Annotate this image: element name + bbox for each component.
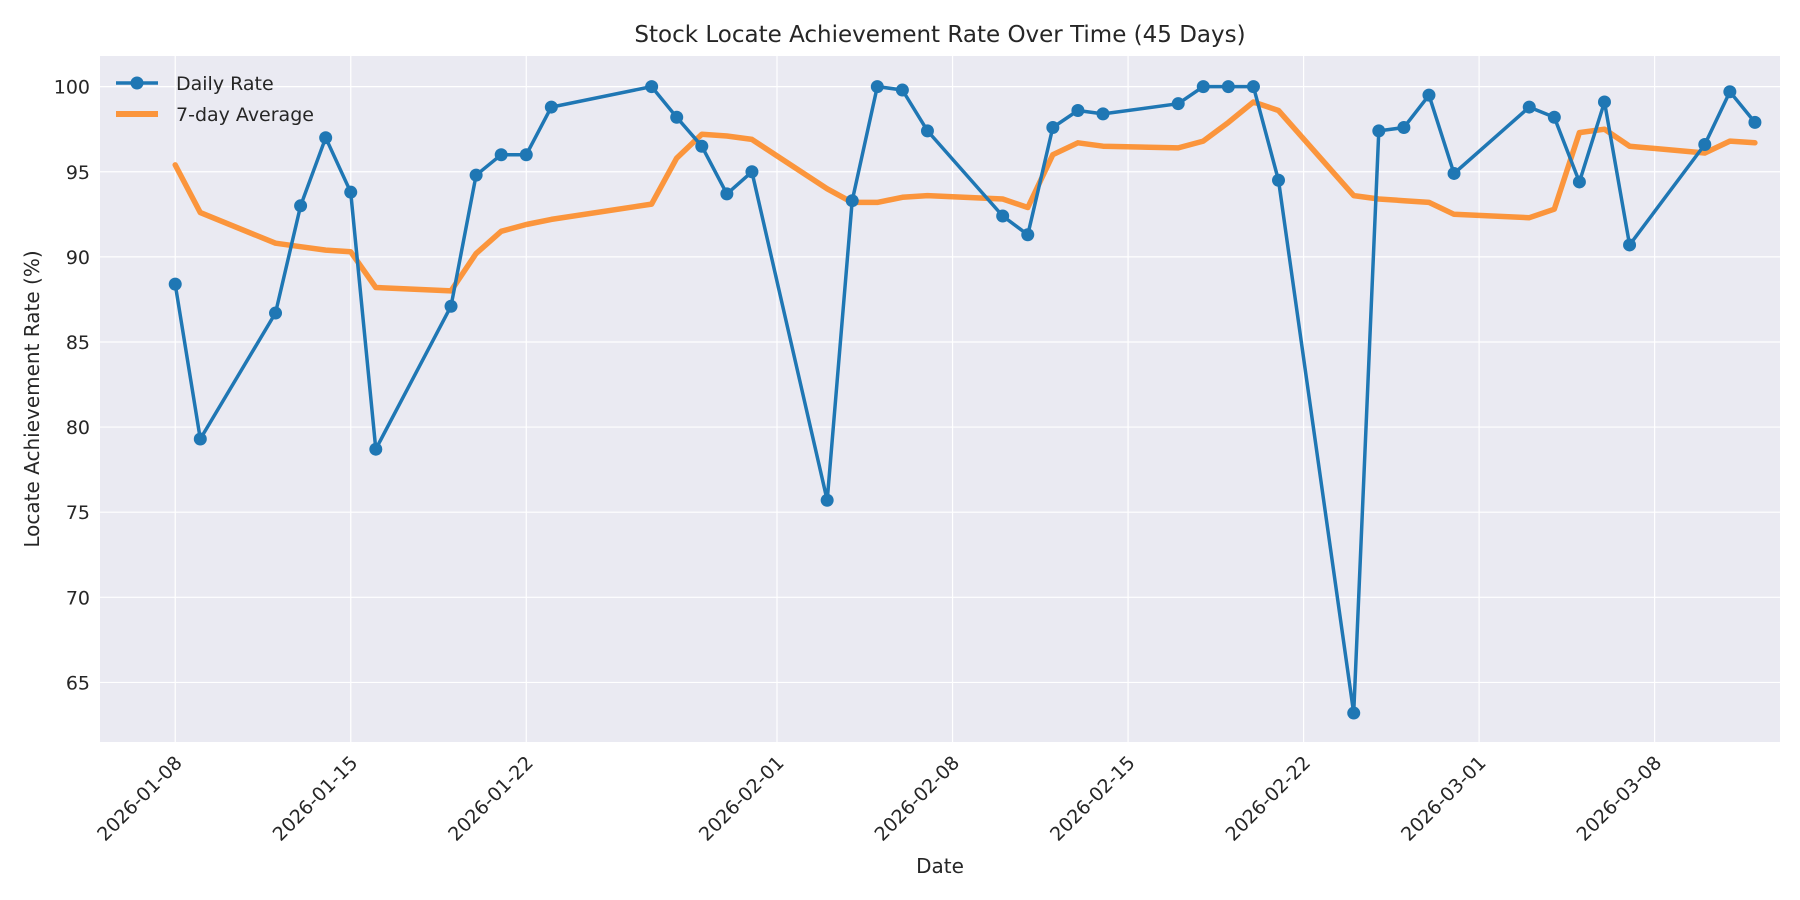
data-point-daily-rate — [544, 100, 558, 114]
x-tick-label: 2026-03-01 — [1397, 752, 1491, 846]
x-tick-label: 2026-01-22 — [444, 752, 538, 846]
grid — [100, 56, 1780, 742]
y-tick-label: 100 — [54, 77, 90, 99]
y-tick-label: 65 — [66, 672, 90, 694]
y-tick-label: 95 — [66, 162, 90, 184]
data-point-daily-rate — [1547, 110, 1561, 124]
data-point-daily-rate — [1246, 80, 1260, 94]
series-line-7-day-average — [172, 99, 1758, 294]
data-point-daily-rate — [369, 442, 383, 456]
data-point-daily-rate — [1623, 238, 1637, 252]
data-point-daily-rate — [695, 139, 709, 153]
legend-label-7-day-average: 7-day Average — [176, 104, 314, 126]
series-layer — [168, 80, 1762, 720]
chart-title: Stock Locate Achievement Rate Over Time … — [634, 22, 1245, 48]
data-point-daily-rate — [845, 194, 859, 208]
data-point-daily-rate — [1272, 173, 1286, 187]
y-axis-title: Locate Achievement Rate (%) — [20, 250, 44, 547]
x-tick-label: 2026-02-08 — [870, 752, 964, 846]
data-point-daily-rate — [745, 165, 759, 179]
data-point-daily-rate — [193, 432, 207, 446]
data-point-daily-rate — [1422, 88, 1436, 102]
data-point-daily-rate — [1698, 138, 1712, 152]
x-tick-label: 2026-03-08 — [1573, 752, 1667, 846]
data-point-daily-rate — [1597, 95, 1611, 109]
data-point-daily-rate — [168, 277, 182, 291]
data-point-daily-rate — [996, 209, 1010, 223]
legend: Daily Rate 7-day Average — [116, 73, 314, 126]
data-point-daily-rate — [895, 83, 909, 97]
data-point-daily-rate — [1522, 100, 1536, 114]
x-tick-label: 2026-01-08 — [93, 752, 187, 846]
data-point-daily-rate — [1723, 85, 1737, 99]
data-point-daily-rate — [1572, 175, 1586, 189]
x-tick-label: 2026-02-22 — [1221, 752, 1315, 846]
data-point-daily-rate — [1447, 166, 1461, 180]
data-point-daily-rate — [1397, 120, 1411, 134]
data-point-daily-rate — [469, 168, 483, 182]
data-point-daily-rate — [720, 187, 734, 201]
legend-marker-daily-rate — [130, 76, 144, 90]
data-point-daily-rate — [1046, 120, 1060, 134]
data-point-daily-rate — [670, 110, 684, 124]
data-point-daily-rate — [444, 299, 458, 313]
x-axis-title: Date — [916, 854, 964, 878]
data-point-daily-rate — [294, 199, 308, 213]
data-point-daily-rate — [820, 493, 834, 507]
data-point-daily-rate — [519, 148, 533, 162]
data-point-daily-rate — [1748, 115, 1762, 129]
data-point-daily-rate — [269, 306, 283, 320]
y-tick-label: 75 — [66, 502, 90, 524]
x-tick-label: 2026-01-15 — [269, 752, 363, 846]
x-tick-label: 2026-02-01 — [695, 752, 789, 846]
data-point-daily-rate — [344, 185, 358, 199]
data-point-daily-rate — [1096, 107, 1110, 121]
data-point-daily-rate — [1221, 80, 1235, 94]
data-point-daily-rate — [645, 80, 659, 94]
data-point-daily-rate — [1196, 80, 1210, 94]
y-tick-label: 80 — [66, 417, 90, 439]
data-point-daily-rate — [1372, 124, 1386, 138]
data-point-daily-rate — [1021, 228, 1035, 242]
data-point-daily-rate — [1347, 706, 1361, 720]
data-point-daily-rate — [920, 124, 934, 138]
y-tick-label: 90 — [66, 247, 90, 269]
y-tick-label: 70 — [66, 587, 90, 609]
legend-label-daily-rate: Daily Rate — [176, 73, 274, 95]
data-point-daily-rate — [1171, 97, 1185, 111]
data-point-daily-rate — [870, 80, 884, 94]
plot-area — [100, 56, 1780, 742]
data-point-daily-rate — [1071, 103, 1085, 117]
x-tick-label: 2026-02-15 — [1046, 752, 1140, 846]
data-point-daily-rate — [319, 131, 333, 145]
data-point-daily-rate — [494, 148, 508, 162]
y-tick-label: 85 — [66, 332, 90, 354]
